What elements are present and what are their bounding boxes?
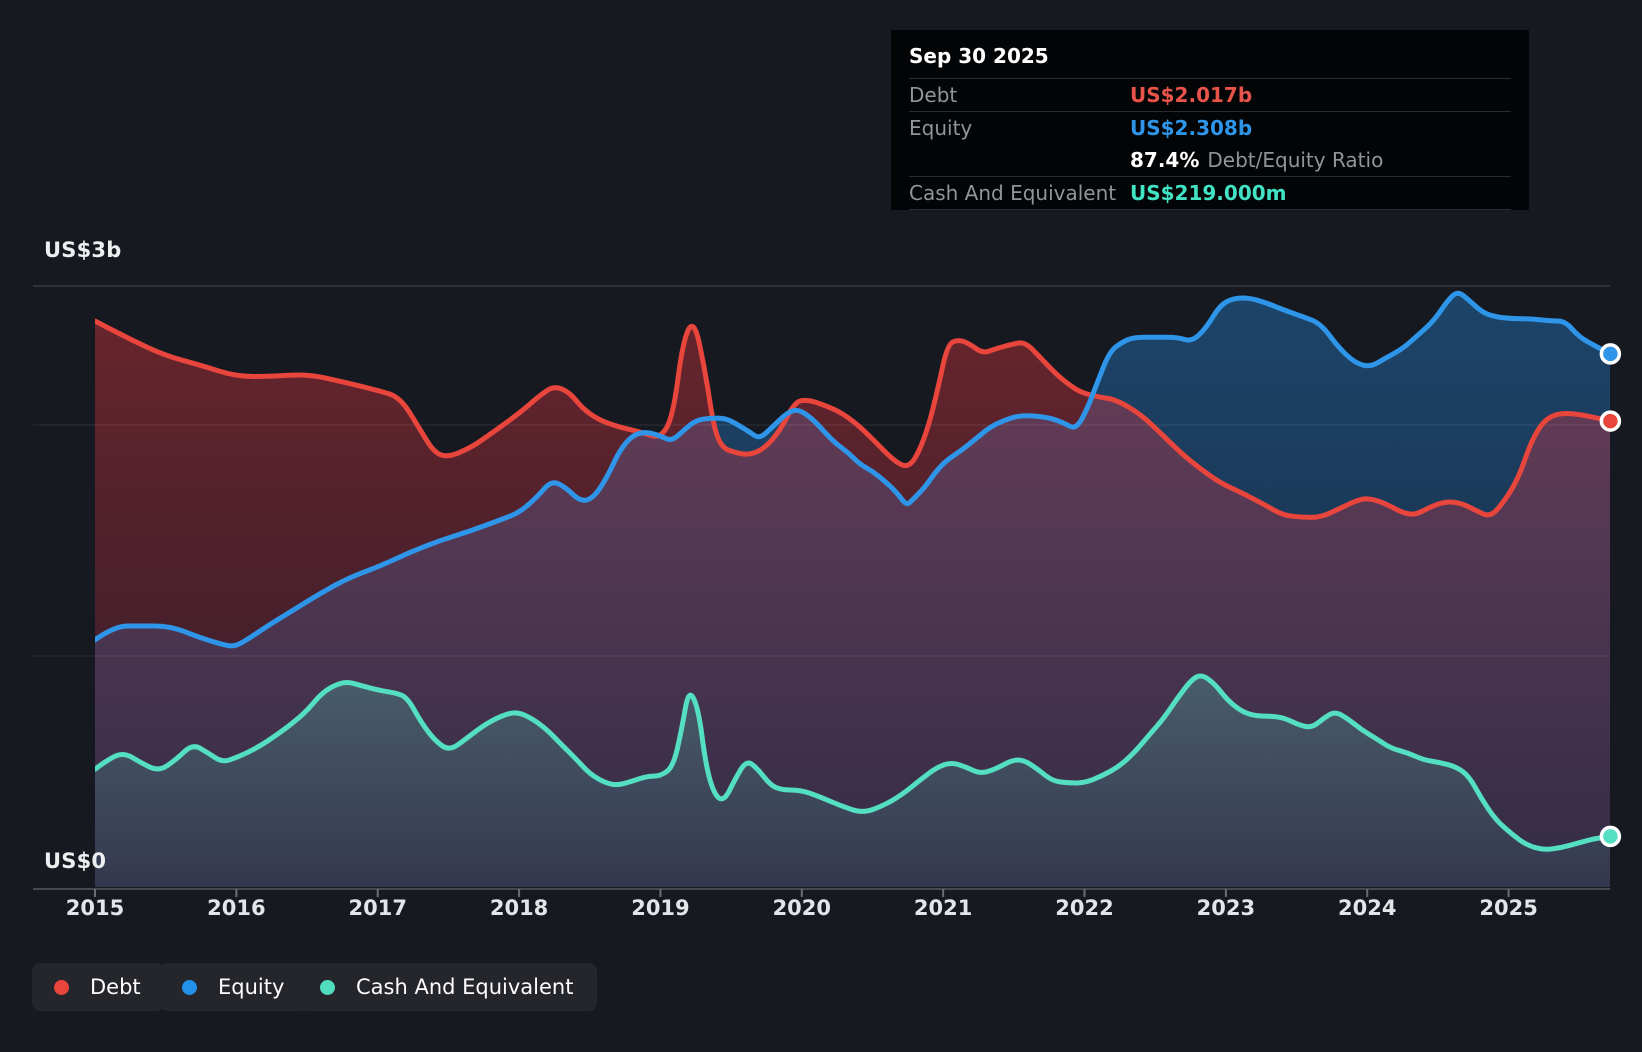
tooltip-row-ratio: 87.4% Debt/Equity Ratio	[909, 144, 1511, 177]
tooltip-row-equity: Equity US$2.308b	[909, 112, 1511, 144]
tooltip-equity-value: US$2.308b	[1130, 116, 1252, 140]
x-axis-year-label: 2022	[1055, 896, 1115, 920]
legend-debt-label: Debt	[90, 975, 141, 999]
equity-end-marker	[1601, 345, 1619, 363]
legend-item-equity[interactable]: Equity	[160, 963, 308, 1011]
x-axis-year-label: 2019	[630, 896, 690, 920]
chart-tooltip: Sep 30 2025 Debt US$2.017b Equity US$2.3…	[891, 30, 1529, 210]
debt-dot-icon	[54, 980, 69, 995]
legend-equity-label: Equity	[218, 975, 284, 999]
legend-cash-label: Cash And Equivalent	[356, 975, 573, 999]
legend-item-cash[interactable]: Cash And Equivalent	[298, 963, 597, 1011]
x-axis-year-label: 2015	[65, 896, 125, 920]
legend-item-debt[interactable]: Debt	[32, 963, 165, 1011]
x-axis-year-label: 2018	[489, 896, 549, 920]
tooltip-ratio-value: 87.4%	[1130, 148, 1199, 172]
tooltip-debt-label: Debt	[909, 83, 1130, 107]
tooltip-row-cash: Cash And Equivalent US$219.000m	[909, 177, 1511, 210]
x-axis-year-label: 2023	[1196, 896, 1256, 920]
y-axis-label-top: US$3b	[44, 238, 121, 262]
y-axis-label-bottom: US$0	[44, 849, 106, 873]
cash-end-marker	[1601, 827, 1619, 845]
cash-dot-icon	[320, 980, 335, 995]
debt-equity-history-chart: US$3b US$0 2015 2016 2017 2018 2019 2020 2021 2…	[0, 0, 1642, 1052]
tooltip-cash-value: US$219.000m	[1130, 181, 1287, 205]
x-axis-year-label: 2021	[913, 896, 973, 920]
equity-dot-icon	[182, 980, 197, 995]
tooltip-cash-label: Cash And Equivalent	[909, 181, 1130, 205]
debt-end-marker	[1601, 412, 1619, 430]
tooltip-debt-value: US$2.017b	[1130, 83, 1252, 107]
tooltip-equity-label: Equity	[909, 116, 1130, 140]
x-axis-year-label: 2020	[772, 896, 832, 920]
tooltip-row-debt: Debt US$2.017b	[909, 79, 1511, 112]
tooltip-date: Sep 30 2025	[909, 30, 1511, 79]
x-axis-year-label: 2016	[206, 896, 266, 920]
x-axis-year-label: 2025	[1479, 896, 1539, 920]
x-axis-year-label: 2017	[348, 896, 408, 920]
tooltip-ratio-label: Debt/Equity Ratio	[1207, 148, 1383, 172]
x-axis-year-label: 2024	[1337, 896, 1397, 920]
